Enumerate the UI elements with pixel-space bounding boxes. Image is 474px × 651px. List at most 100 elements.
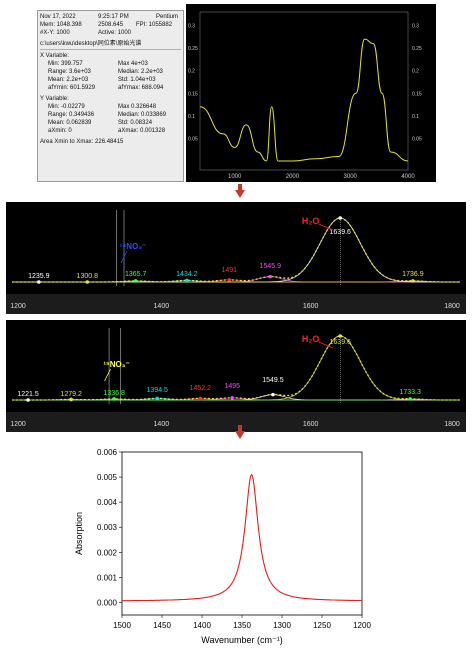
y-tick-label-left: 0.2: [188, 69, 195, 75]
info-date: Nov 17, 2022: [40, 14, 76, 20]
statistics-panel: Nov 17, 2022 9:25:17 PM Pentium Mem: 104…: [37, 10, 184, 182]
y-tick-label: 0.000: [97, 598, 118, 607]
x-tick-label: 1500: [113, 621, 131, 630]
y-tick-label: 0.006: [97, 448, 118, 457]
absorption-line: [122, 473, 362, 602]
y-min: Min: -0.02279: [48, 104, 85, 110]
x-min: Min: 399.757: [48, 61, 83, 67]
y-axis-label: Absorption: [74, 512, 84, 555]
x-tick-label: 1350: [233, 621, 251, 630]
nitrate-annotation: ¹⁵NO₃⁻: [103, 360, 129, 369]
peak-label: 1639.6: [330, 339, 352, 346]
x-tick-label: 1800: [444, 421, 460, 428]
peak-dot: [112, 397, 116, 401]
h2o-arrow: [318, 341, 334, 349]
y-tick-label-left: 0.1: [188, 114, 195, 120]
peak-dot: [338, 334, 343, 338]
fit-spectrum-14no3-chart: 1200 1400 1600 1800 1235.9 1300.8 1365.7 1434.2…: [6, 202, 466, 314]
info-path: c:\users\kwu\desktop\同位素\原始光谱: [40, 41, 142, 47]
peak-dot: [26, 398, 30, 402]
axis-strip: [6, 412, 466, 432]
x-variable-title: X Variable:: [40, 53, 69, 59]
peak-dot: [198, 396, 203, 401]
y-std: Std: 0.08324: [118, 120, 153, 126]
y-tick-label-left: 0.3: [188, 24, 195, 30]
x-afymax: afYmax: 688.094: [118, 85, 164, 91]
peak-label: 1300.8: [77, 273, 99, 280]
x-tick-label: 1400: [193, 621, 211, 630]
peak-dot: [411, 279, 415, 283]
peak-dot: [155, 396, 160, 401]
peak-label: 1736.9: [402, 271, 424, 278]
peak-dot: [37, 280, 41, 284]
peak-label: 1336.8: [103, 390, 125, 397]
y-tick-label-left: 0.05: [188, 136, 198, 142]
axis-strip: [6, 294, 466, 314]
peak-label: 1365.7: [125, 271, 147, 278]
x-tick-label: 1000: [228, 174, 242, 180]
x-tick-label: 3000: [344, 174, 358, 180]
y-tick-label-right: 0.25: [412, 46, 422, 52]
info-fpi: FPI: 1055882: [136, 22, 173, 28]
plot-frame: [199, 11, 409, 171]
y-tick-label-right: 0.15: [412, 91, 422, 97]
peak-label: 1549.5: [262, 377, 284, 384]
h2o-annotation: H₂O: [302, 334, 320, 344]
x-axis-label: Wavenumber (cm⁻¹): [201, 635, 282, 645]
y-tick-label-right: 0.2: [412, 69, 419, 75]
peak-label: 1733.3: [399, 389, 421, 396]
peak-dot: [408, 397, 412, 401]
envelope-curve: [12, 335, 460, 401]
peak-dot: [230, 396, 235, 400]
peak-label: 1491: [221, 267, 237, 274]
x-tick-label: 1200: [10, 303, 26, 310]
plot-frame: [121, 451, 363, 616]
peak-label: 1434.2: [176, 271, 198, 278]
y-tick-label-left: 0.25: [188, 46, 198, 52]
x-tick-label: 1450: [153, 621, 171, 630]
peak-label: 1394.5: [147, 387, 169, 394]
x-mean: Mean: 2.2e+03: [48, 77, 89, 83]
h2o-annotation: H₂O: [302, 216, 320, 226]
down-arrow-icon: [235, 184, 245, 198]
peak-dot: [85, 280, 90, 284]
y-tick-label: 0.004: [97, 498, 118, 507]
peak-label: 1545.9: [260, 263, 282, 270]
y-variable-title: Y Variable:: [40, 96, 69, 102]
h2o-arrow: [318, 223, 334, 231]
peak-dot: [338, 216, 343, 220]
absorption-chart: 1500 1450 1400 1350 1300 1250 1200 0.000 0.001 0.…: [74, 448, 371, 645]
x-tick-label: 4000: [401, 174, 415, 180]
y-tick-label: 0.005: [97, 473, 118, 482]
peak-label: 1639.6: [330, 229, 352, 236]
component-curve: [12, 398, 460, 401]
info-cpu: Pentium: [156, 14, 179, 20]
envelope-curve: [12, 217, 460, 283]
nitrate-arrow: [104, 368, 111, 382]
x-tick-label: 1250: [313, 621, 331, 630]
x-tick-label: 1600: [303, 421, 319, 428]
y-axmax: aXmax: 0.001328: [118, 128, 166, 134]
x-tick-label: 1600: [303, 303, 319, 310]
x-tick-label: 1800: [444, 303, 460, 310]
info-mem2: 2508.645: [98, 22, 124, 28]
fit-spectrum-15no3-chart: 1200 1400 1600 1800 1221.5 1279.2 1336.8 1394.5…: [6, 320, 466, 432]
info-divider: [40, 49, 181, 50]
peak-dot: [69, 397, 73, 402]
y-axmin: aXmin: 0: [48, 128, 72, 134]
y-tick-label-right: 0.05: [412, 136, 422, 142]
y-tick-label: 0.002: [97, 548, 118, 557]
y-max: Max 0.326648: [118, 104, 157, 110]
info-time: 9:25:17 PM: [98, 14, 129, 20]
peak-dot: [268, 274, 273, 279]
area-value: Area Xmin to Xmax: 226.48415: [40, 139, 124, 145]
info-mem: Mem: 1048.398: [40, 22, 82, 28]
x-range: Range: 3.6e+03: [48, 69, 91, 75]
x-tick-label: 1200: [353, 621, 371, 630]
y-median: Median: 0.033869: [118, 112, 167, 118]
peak-label: 1279.2: [60, 391, 82, 398]
peak-dot: [271, 392, 275, 397]
nitrate-annotation: ¹⁴NO₃⁻: [120, 242, 147, 251]
x-median: Median: 2.2e+03: [118, 69, 163, 75]
y-mean: Mean: 0.062839: [48, 120, 92, 126]
